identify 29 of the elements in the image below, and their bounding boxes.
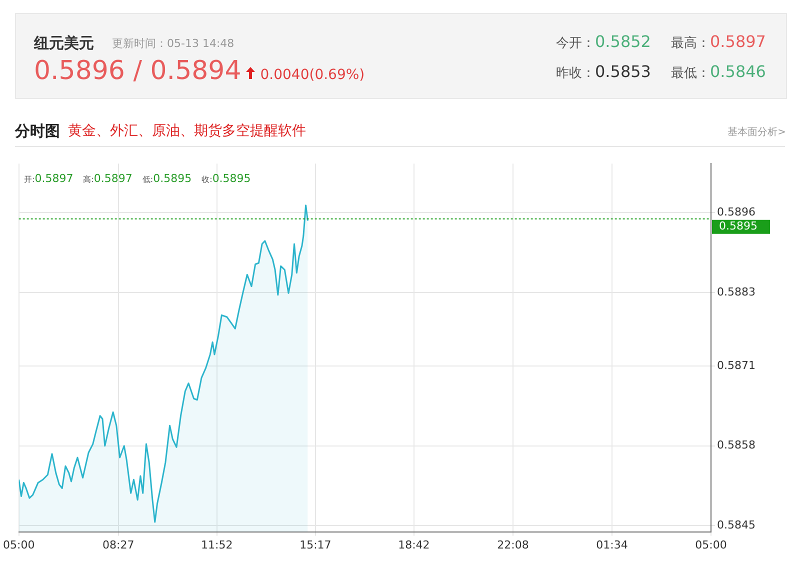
text: 最高：0.5897 [671,32,766,51]
x-tick-label: 08:27 [102,538,134,552]
text: 今开：0.5852 [556,32,651,51]
text: 分时图 [15,122,60,141]
x-tick-label: 05:00 [3,538,35,552]
ref-line-label: 0.5895 [719,220,758,233]
x-tick-label: 22:08 [497,538,529,552]
annotation: 高:0.5897 [83,172,132,185]
x-tick-label: 11:52 [201,538,233,552]
y-tick-label: 0.5858 [717,438,756,452]
text: 最低：0.5846 [671,62,766,81]
x-tick-label: 05:00 [695,538,727,552]
text: 昨收：0.5853 [556,62,651,81]
x-tick-label: 18:42 [398,538,430,552]
text: 黄金、外汇、原油、期货多空提醒软件 [68,122,306,140]
text: 0.5896 / 0.5894 [34,56,242,86]
y-tick-label: 0.5896 [717,206,756,219]
y-tick-label: 0.5845 [717,518,756,532]
annotation: 低:0.5895 [142,172,192,185]
text: 基本面分析> [728,126,786,139]
annotation: 开:0.5897 [24,172,74,185]
text: 更新时间：05-13 14:48 [112,36,234,51]
x-tick-label: 01:34 [596,538,628,552]
annotation: 收:0.5895 [202,172,251,185]
text: 0.0040(0.69%) [260,67,365,83]
x-tick-label: 15:17 [300,538,332,552]
chart-title: 纽元美元 [34,34,94,53]
y-tick-label: 0.5871 [717,358,756,372]
y-tick-label: 0.5883 [717,285,756,298]
